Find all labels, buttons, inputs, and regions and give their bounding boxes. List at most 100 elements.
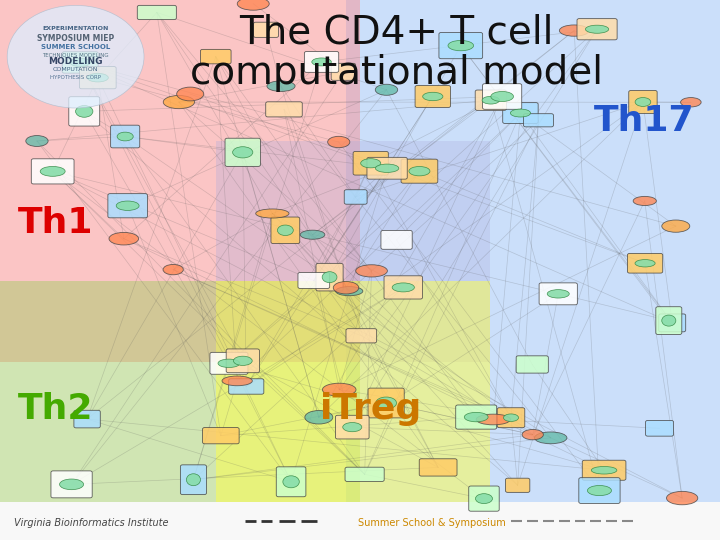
Ellipse shape <box>336 287 363 296</box>
Ellipse shape <box>375 84 397 95</box>
Ellipse shape <box>475 494 492 504</box>
Text: MODELING: MODELING <box>48 57 103 66</box>
FancyBboxPatch shape <box>346 329 377 343</box>
FancyBboxPatch shape <box>419 459 457 476</box>
FancyBboxPatch shape <box>316 264 343 291</box>
Ellipse shape <box>482 96 500 104</box>
Ellipse shape <box>267 81 295 91</box>
Text: COMPUTATION: COMPUTATION <box>53 67 99 72</box>
Text: iTreg: iTreg <box>320 392 422 426</box>
Ellipse shape <box>491 91 513 102</box>
Ellipse shape <box>322 272 337 282</box>
FancyBboxPatch shape <box>482 84 522 109</box>
FancyBboxPatch shape <box>298 273 330 288</box>
Text: TECHNIQUES MODELING: TECHNIQUES MODELING <box>42 52 109 57</box>
FancyBboxPatch shape <box>74 410 100 428</box>
FancyBboxPatch shape <box>226 349 259 373</box>
Ellipse shape <box>218 359 240 368</box>
FancyBboxPatch shape <box>336 415 369 439</box>
FancyBboxPatch shape <box>381 231 413 249</box>
FancyBboxPatch shape <box>498 408 525 428</box>
Ellipse shape <box>356 265 387 277</box>
FancyBboxPatch shape <box>627 253 662 273</box>
Ellipse shape <box>117 132 133 141</box>
Ellipse shape <box>333 281 359 294</box>
FancyBboxPatch shape <box>108 194 148 218</box>
Ellipse shape <box>186 474 200 485</box>
FancyBboxPatch shape <box>415 85 451 107</box>
FancyBboxPatch shape <box>344 190 367 204</box>
Ellipse shape <box>361 159 381 168</box>
Text: HYPOTHESIS CORP: HYPOTHESIS CORP <box>50 75 101 80</box>
Ellipse shape <box>409 166 430 176</box>
FancyBboxPatch shape <box>577 18 617 40</box>
Ellipse shape <box>60 479 84 490</box>
Ellipse shape <box>176 87 204 101</box>
Ellipse shape <box>503 414 518 421</box>
Ellipse shape <box>680 98 701 107</box>
Ellipse shape <box>464 413 488 422</box>
Text: Th2: Th2 <box>18 392 94 426</box>
Bar <box>0 281 360 502</box>
FancyBboxPatch shape <box>69 97 99 126</box>
FancyBboxPatch shape <box>539 283 577 305</box>
Text: computational model: computational model <box>189 54 603 92</box>
Ellipse shape <box>116 201 139 211</box>
FancyBboxPatch shape <box>331 63 356 80</box>
FancyBboxPatch shape <box>659 314 685 332</box>
FancyBboxPatch shape <box>439 32 482 59</box>
FancyBboxPatch shape <box>266 102 302 117</box>
FancyBboxPatch shape <box>384 276 423 299</box>
FancyBboxPatch shape <box>111 125 140 148</box>
Ellipse shape <box>423 92 443 100</box>
Ellipse shape <box>667 491 698 505</box>
FancyBboxPatch shape <box>229 379 264 394</box>
FancyBboxPatch shape <box>31 159 74 184</box>
Text: EXPERIMENTATION: EXPERIMENTATION <box>42 26 109 31</box>
FancyBboxPatch shape <box>345 467 384 482</box>
FancyBboxPatch shape <box>276 467 306 497</box>
Ellipse shape <box>510 109 531 117</box>
Ellipse shape <box>300 230 325 239</box>
FancyBboxPatch shape <box>202 428 239 444</box>
Ellipse shape <box>40 166 65 176</box>
FancyBboxPatch shape <box>505 478 530 492</box>
Circle shape <box>7 5 144 108</box>
FancyBboxPatch shape <box>656 307 682 334</box>
FancyBboxPatch shape <box>253 22 279 37</box>
FancyBboxPatch shape <box>646 421 673 436</box>
FancyBboxPatch shape <box>503 103 538 124</box>
Text: Th17: Th17 <box>594 104 695 138</box>
Ellipse shape <box>328 136 350 147</box>
Ellipse shape <box>476 414 510 425</box>
Ellipse shape <box>26 136 48 146</box>
Ellipse shape <box>547 289 570 298</box>
FancyBboxPatch shape <box>401 159 438 183</box>
Bar <box>346 0 720 502</box>
FancyBboxPatch shape <box>79 66 116 89</box>
FancyBboxPatch shape <box>225 138 261 166</box>
Ellipse shape <box>588 485 611 496</box>
Bar <box>216 281 490 502</box>
Ellipse shape <box>633 197 657 206</box>
Ellipse shape <box>222 376 252 386</box>
Ellipse shape <box>448 40 474 51</box>
FancyBboxPatch shape <box>456 405 497 429</box>
FancyBboxPatch shape <box>516 356 549 373</box>
Ellipse shape <box>375 164 399 172</box>
Ellipse shape <box>76 105 93 117</box>
Ellipse shape <box>70 58 91 66</box>
Ellipse shape <box>312 58 331 66</box>
Ellipse shape <box>392 283 415 292</box>
Ellipse shape <box>238 0 269 10</box>
FancyBboxPatch shape <box>582 460 626 480</box>
Ellipse shape <box>233 147 253 158</box>
Ellipse shape <box>376 397 397 409</box>
FancyBboxPatch shape <box>200 49 231 64</box>
Ellipse shape <box>591 467 617 474</box>
FancyBboxPatch shape <box>523 114 554 127</box>
Text: Th1: Th1 <box>18 206 94 240</box>
Bar <box>0 0 360 362</box>
Text: SYMPOSIUM MIEP: SYMPOSIUM MIEP <box>37 34 114 43</box>
Ellipse shape <box>233 356 252 366</box>
